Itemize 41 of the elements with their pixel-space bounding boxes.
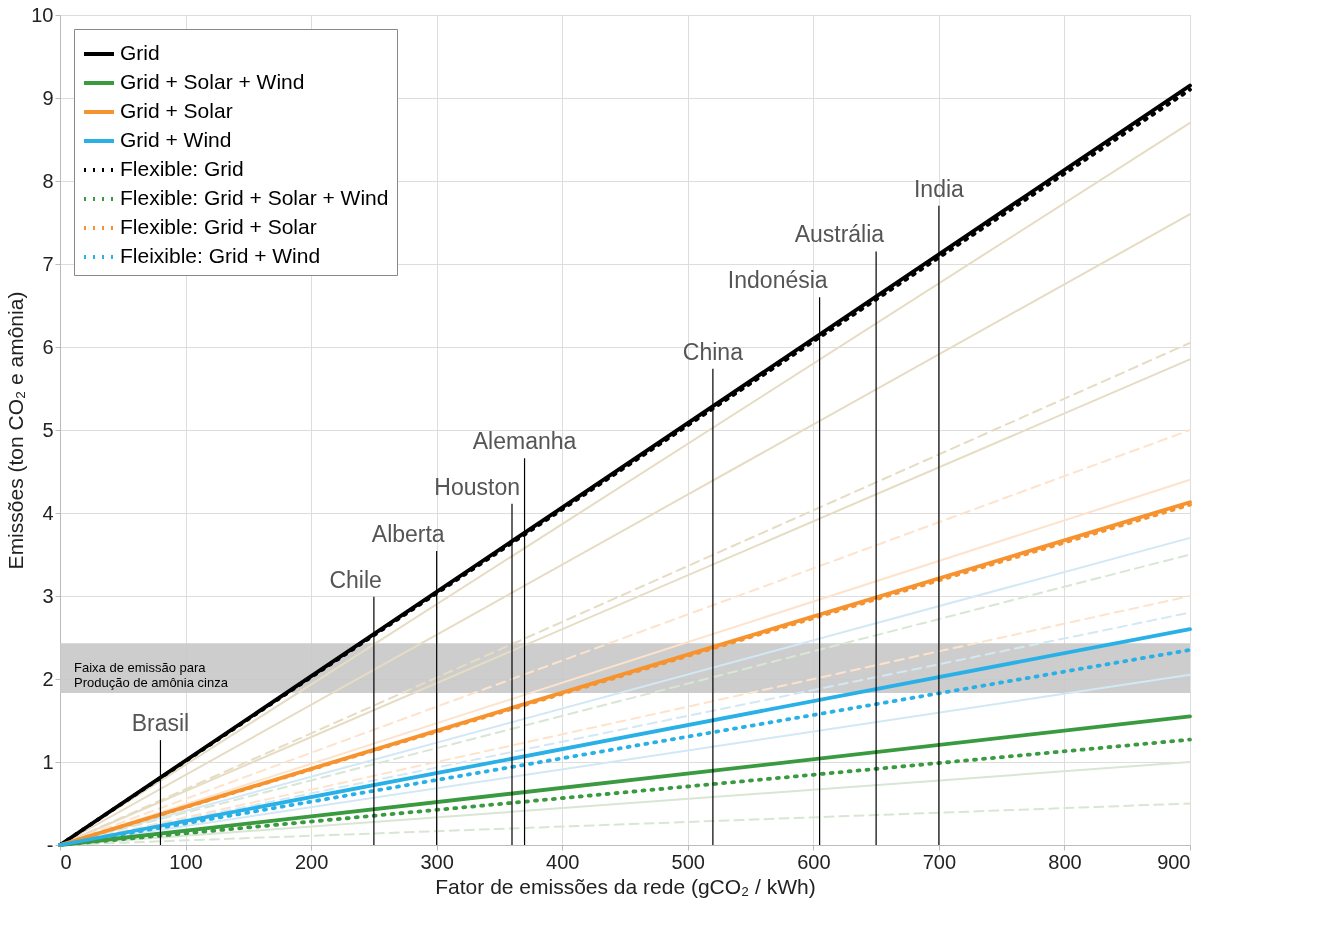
- y-tick-label: 1: [42, 750, 54, 773]
- legend-label: Flexible: Grid + Solar: [120, 215, 317, 238]
- y-tick-label: 3: [42, 584, 54, 607]
- ref-line-label: Houston: [434, 473, 520, 500]
- x-tick-label: 200: [294, 850, 329, 873]
- legend-label: Flexible: Grid + Solar + Wind: [120, 186, 389, 209]
- x-tick-label: 800: [1048, 850, 1082, 873]
- ref-line-label: Austrália: [794, 221, 885, 248]
- y-tick-label: 7: [42, 252, 54, 275]
- ref-line-label: Alemanha: [472, 428, 577, 455]
- x-tick-label: 600: [797, 850, 831, 873]
- y-tick-label: 8: [42, 169, 54, 192]
- legend-label: Grid + Wind: [120, 128, 232, 151]
- legend-label: Grid + Solar: [120, 99, 233, 122]
- x-tick-label: 900: [1157, 850, 1191, 873]
- x-tick-label: 700: [922, 850, 957, 873]
- y-tick-label: 2: [42, 667, 54, 690]
- ref-line-label: India: [913, 175, 965, 202]
- y-tick-label: 10: [31, 3, 54, 26]
- y-tick-label: 5: [42, 418, 54, 441]
- x-tick-label: 0: [60, 850, 72, 873]
- ref-line-label: Alberta: [371, 521, 445, 548]
- y-tick-label: -: [46, 833, 54, 856]
- legend-label: Grid: [120, 41, 160, 64]
- y-tick-label: 4: [42, 501, 54, 524]
- x-tick-label: 400: [546, 850, 580, 873]
- y-axis-title: Emissões (ton CO₂ e amônia): [4, 291, 28, 570]
- legend-label: Fleixible: Grid + Wind: [120, 244, 321, 267]
- legend-label: Flexible: Grid: [120, 157, 244, 180]
- ref-line-label: Indonésia: [727, 267, 828, 294]
- ref-line-label: China: [682, 338, 744, 365]
- x-tick-label: 500: [671, 850, 705, 873]
- y-tick-label: 9: [42, 86, 54, 109]
- x-axis-title: Fator de emissões da rede (gCO₂ / kWh): [435, 874, 816, 898]
- x-tick-label: 300: [420, 850, 454, 873]
- x-tick-label: 100: [169, 850, 203, 873]
- ref-line-label: Brasil: [131, 710, 190, 737]
- y-tick-label: 6: [42, 335, 54, 358]
- legend-label: Grid + Solar + Wind: [120, 70, 305, 93]
- ref-line-label: Chile: [329, 566, 382, 593]
- band-label: Faixa de emissão para Produção de amônia cinza: [74, 660, 229, 691]
